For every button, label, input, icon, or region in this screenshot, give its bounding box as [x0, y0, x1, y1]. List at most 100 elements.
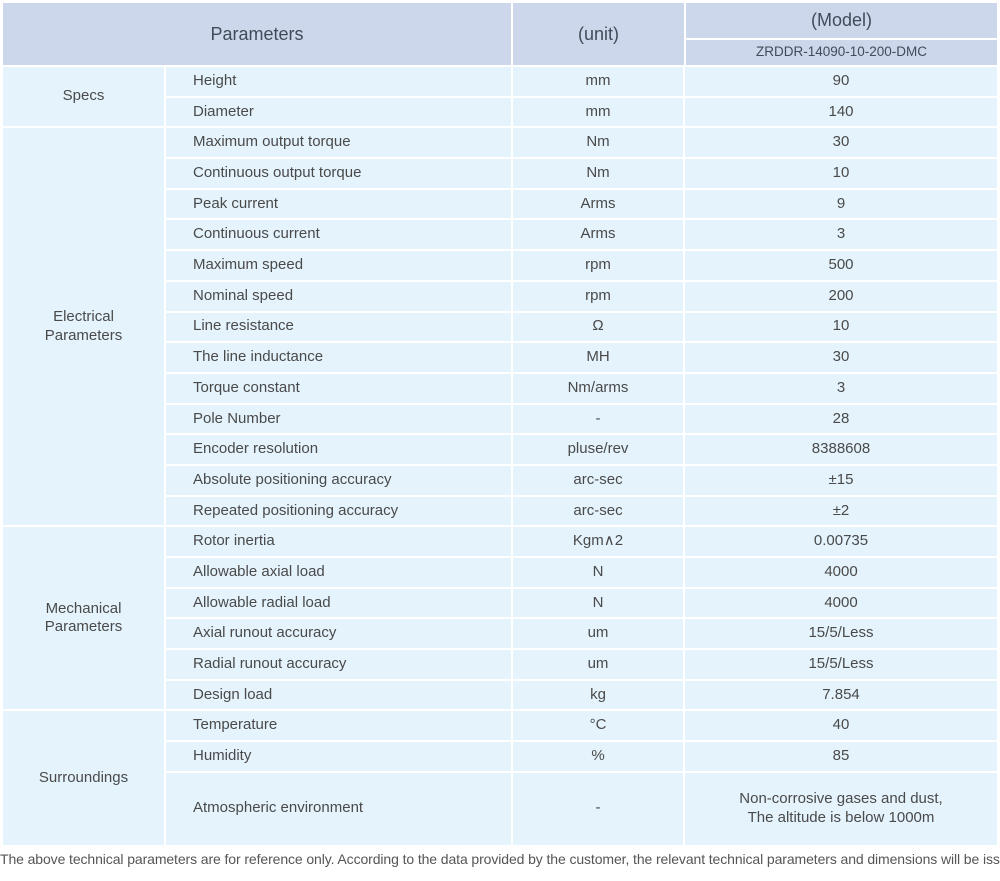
parameter-name-cell: Diameter	[166, 97, 511, 127]
section-rows: Height mm 90 Diameter mm 140	[166, 67, 997, 127]
category-cell: Electrical Parameters	[3, 128, 164, 526]
header-unit-cell: (unit)	[513, 3, 684, 65]
value-cell: 3	[685, 373, 997, 403]
unit-cell: N	[513, 558, 683, 587]
sections-container: Specs Height mm 90 Diameter mm 140 Electrical P…	[3, 67, 997, 845]
table-row: Encoder resolution pluse/rev 8388608	[166, 435, 997, 464]
table-row: Temperature °C 40	[166, 711, 997, 741]
parameter-name-cell: The line inductance	[166, 343, 511, 372]
table-section: Electrical Parameters Maximum output torq…	[3, 128, 997, 526]
table-row: Design load kg 7.854	[166, 680, 997, 710]
table-row: Nominal speed rpm 200	[166, 281, 997, 311]
table-row: Line resistance Ω 10	[166, 312, 997, 342]
unit-cell: mm	[513, 67, 683, 96]
unit-cell: Kgm∧2	[513, 527, 683, 556]
unit-cell: pluse/rev	[513, 435, 683, 464]
parameter-name-cell: Temperature	[166, 711, 511, 741]
section-rows: Temperature °C 40 Humidity% 85 Atmospheric en…	[166, 711, 997, 845]
unit-cell: um	[513, 650, 683, 679]
value-cell: 15/5/Less	[685, 650, 997, 679]
value-cell: 9	[685, 189, 997, 219]
parameter-name-cell: Allowable radial load	[166, 588, 511, 618]
value-cell: Non-corrosive gases and dust, The altitu…	[685, 772, 997, 845]
value-cell: 140	[685, 97, 997, 127]
header-parameters-cell: Parameters	[3, 3, 511, 65]
category-cell: Mechanical Parameters	[3, 527, 164, 710]
header-model-number-cell: ZRDDR-14090-10-200-DMC	[686, 40, 997, 65]
value-cell: 15/5/Less	[685, 619, 997, 649]
value-cell: ±2	[685, 496, 997, 526]
table-section: Surroundings Temperature °C 40 Humidity% 85 At…	[3, 711, 997, 845]
unit-cell: Arms	[513, 189, 683, 219]
header-model-cell: (Model)	[686, 3, 997, 38]
value-cell: 4000	[685, 588, 997, 618]
value-cell: 3	[685, 220, 997, 250]
table-row: Axial runout accuracy um 15/5/Less	[166, 619, 997, 649]
table-row: Diameter mm 140	[166, 97, 997, 127]
unit-cell: Nm	[513, 128, 683, 158]
unit-cell: kg	[513, 680, 683, 710]
unit-cell: mm	[513, 97, 683, 127]
table-row: Continuous output torque Nm 10	[166, 159, 997, 188]
parameter-name-cell: Atmospheric environment	[166, 772, 511, 845]
value-cell: 200	[685, 281, 997, 311]
unit-cell: Nm	[513, 159, 683, 188]
parameter-name-cell: Radial runout accuracy	[166, 650, 511, 679]
category-cell: Surroundings	[3, 711, 164, 845]
parameter-name-cell: Height	[166, 67, 511, 96]
parameter-name-cell: Allowable axial load	[166, 558, 511, 587]
unit-cell: um	[513, 619, 683, 649]
value-cell: 8388608	[685, 435, 997, 464]
table-header: Parameters (unit) (Model) ZRDDR-14090-10…	[3, 3, 997, 65]
value-cell: 10	[685, 159, 997, 188]
parameter-name-cell: Continuous current	[166, 220, 511, 250]
table-row: Rotor inertia Kgm∧2 0.00735	[166, 527, 997, 556]
table-row: Absolute positioning accuracy arc-sec ±15	[166, 465, 997, 495]
table-row: Height mm 90	[166, 67, 997, 96]
table-row: Torque constant Nm/arms 3	[166, 373, 997, 403]
parameter-name-cell: Axial runout accuracy	[166, 619, 511, 649]
value-cell: 10	[685, 312, 997, 342]
parameter-name-cell: Peak current	[166, 189, 511, 219]
unit-cell: Nm/arms	[513, 373, 683, 403]
table-row: Humidity% 85	[166, 742, 997, 771]
table-row: Radial runout accuracy um 15/5/Less	[166, 650, 997, 679]
table-row: Maximum speed rpm 500	[166, 251, 997, 280]
table-row: Allowable radial load N 4000	[166, 588, 997, 618]
table-row: Repeated positioning accuracy arc-sec ±2	[166, 496, 997, 526]
table-section: Mechanical Parameters Rotor inertia Kgm∧2 0…	[3, 527, 997, 710]
table-row: Peak current Arms 9	[166, 189, 997, 219]
value-cell: 500	[685, 251, 997, 280]
parameter-name-cell: Torque constant	[166, 373, 511, 403]
value-cell: ±15	[685, 465, 997, 495]
table-row: Maximum output torque Nm 30	[166, 128, 997, 158]
parameter-name-cell: Continuous output torque	[166, 159, 511, 188]
unit-cell: N	[513, 588, 683, 618]
parameter-name-cell: Maximum output torque	[166, 128, 511, 158]
value-cell: 40	[685, 711, 997, 741]
parameter-name-cell: Repeated positioning accuracy	[166, 496, 511, 526]
parameter-name-cell: Maximum speed	[166, 251, 511, 280]
value-cell: 90	[685, 67, 997, 96]
category-cell: Specs	[3, 67, 164, 127]
value-cell: 85	[685, 742, 997, 771]
table-row: Pole Number -28	[166, 404, 997, 434]
parameter-name-cell: Absolute positioning accuracy	[166, 465, 511, 495]
value-cell: 30	[685, 128, 997, 158]
unit-cell: °C	[513, 711, 683, 741]
unit-cell: rpm	[513, 281, 683, 311]
unit-cell: rpm	[513, 251, 683, 280]
footer-note: The above technical parameters are for r…	[0, 851, 1000, 867]
section-rows: Rotor inertia Kgm∧2 0.00735 Allowable axial…	[166, 527, 997, 710]
unit-cell: arc-sec	[513, 496, 683, 526]
value-cell: 4000	[685, 558, 997, 587]
unit-cell: MH	[513, 343, 683, 372]
unit-cell: Ω	[513, 312, 683, 342]
table-row: The line inductance MH 30	[166, 343, 997, 372]
parameter-name-cell: Pole Number	[166, 404, 511, 434]
value-cell: 7.854	[685, 680, 997, 710]
value-cell: 0.00735	[685, 527, 997, 556]
parameter-name-cell: Design load	[166, 680, 511, 710]
table-section: Specs Height mm 90 Diameter mm 140	[3, 67, 997, 127]
